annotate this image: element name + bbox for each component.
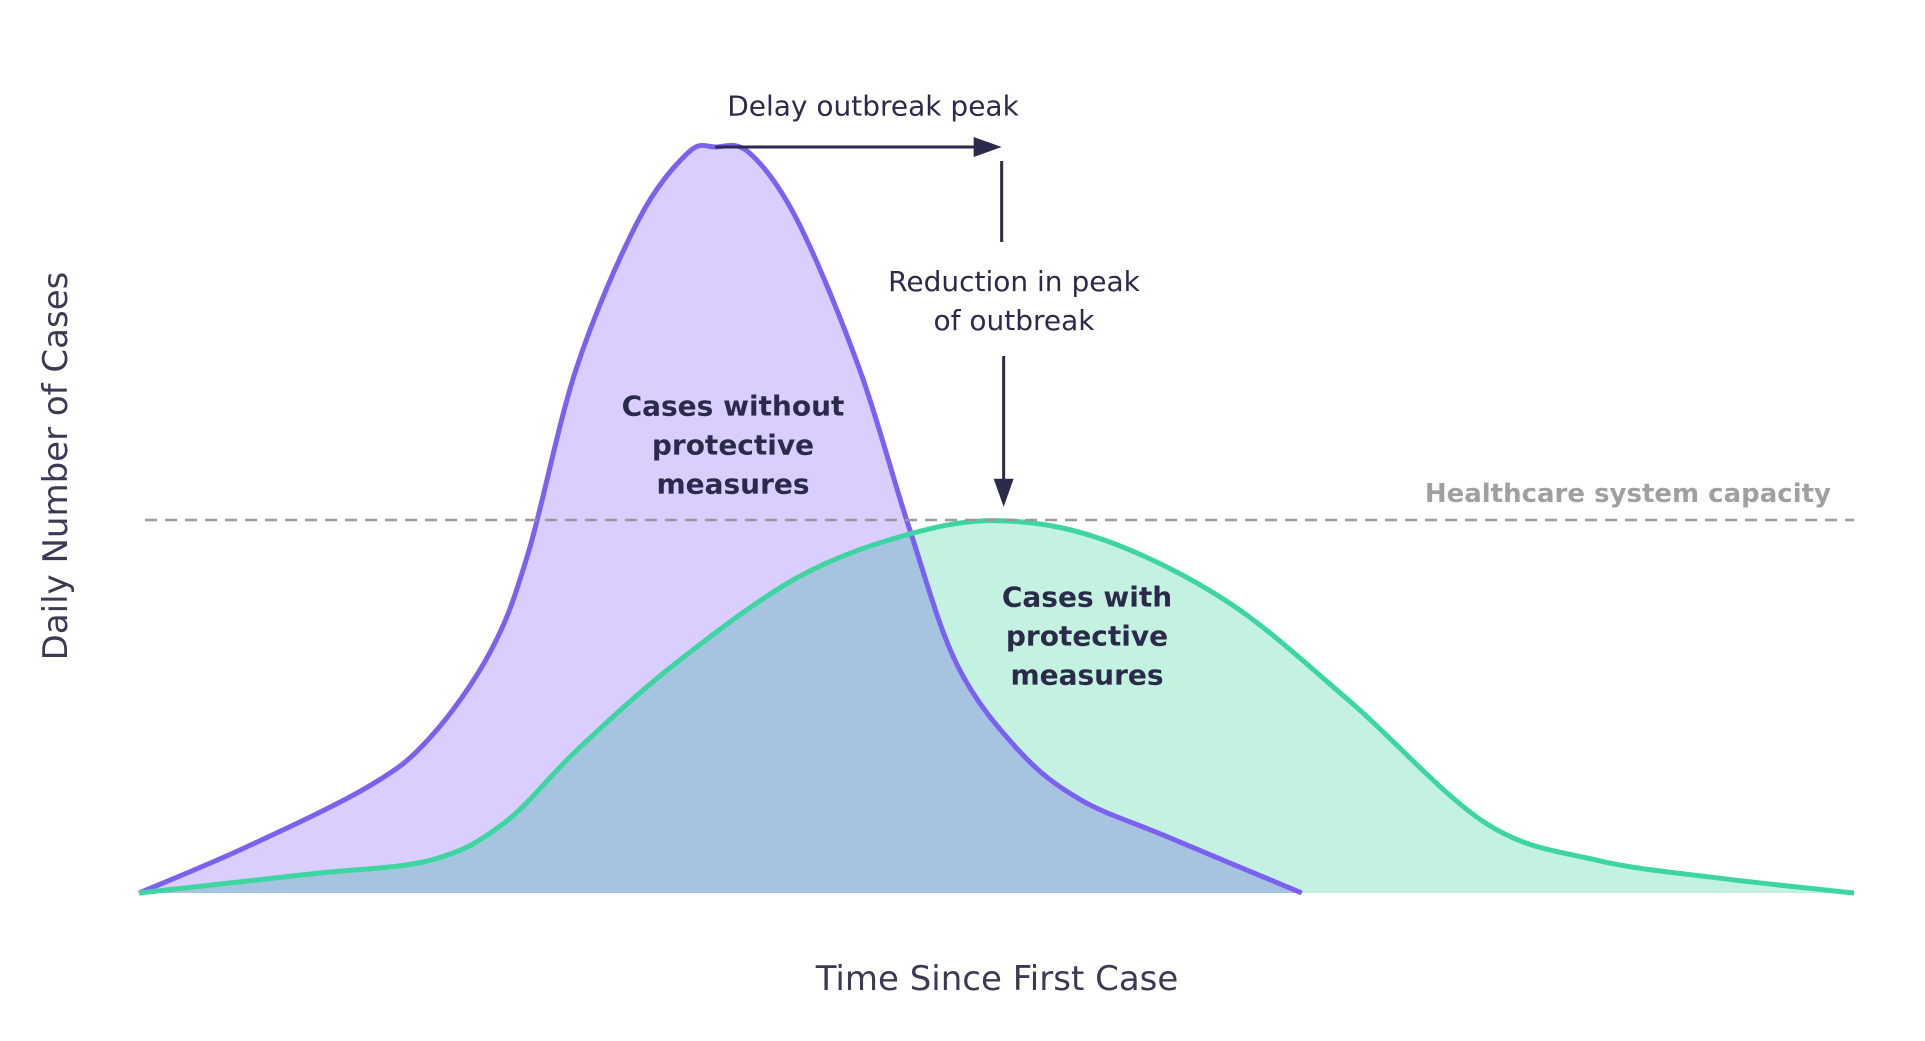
series-label: Cases without protective measures [621, 389, 845, 501]
y-axis-label: Daily Number of Cases [36, 271, 76, 661]
annotation: Reduction in peak of outbreak [888, 265, 1140, 337]
arrow-head [973, 137, 1002, 157]
capacity-label: Healthcare system capacity [1424, 479, 1831, 509]
arrow-head [993, 478, 1014, 507]
series-label: Cases with protective measures [1001, 580, 1173, 692]
annotation: Delay outbreak peak [727, 89, 1019, 123]
area-fill [139, 520, 1854, 893]
series-line [138, 518, 1855, 896]
area-fill [139, 145, 1302, 894]
x-axis-label: Time Since First Case [815, 959, 1179, 999]
